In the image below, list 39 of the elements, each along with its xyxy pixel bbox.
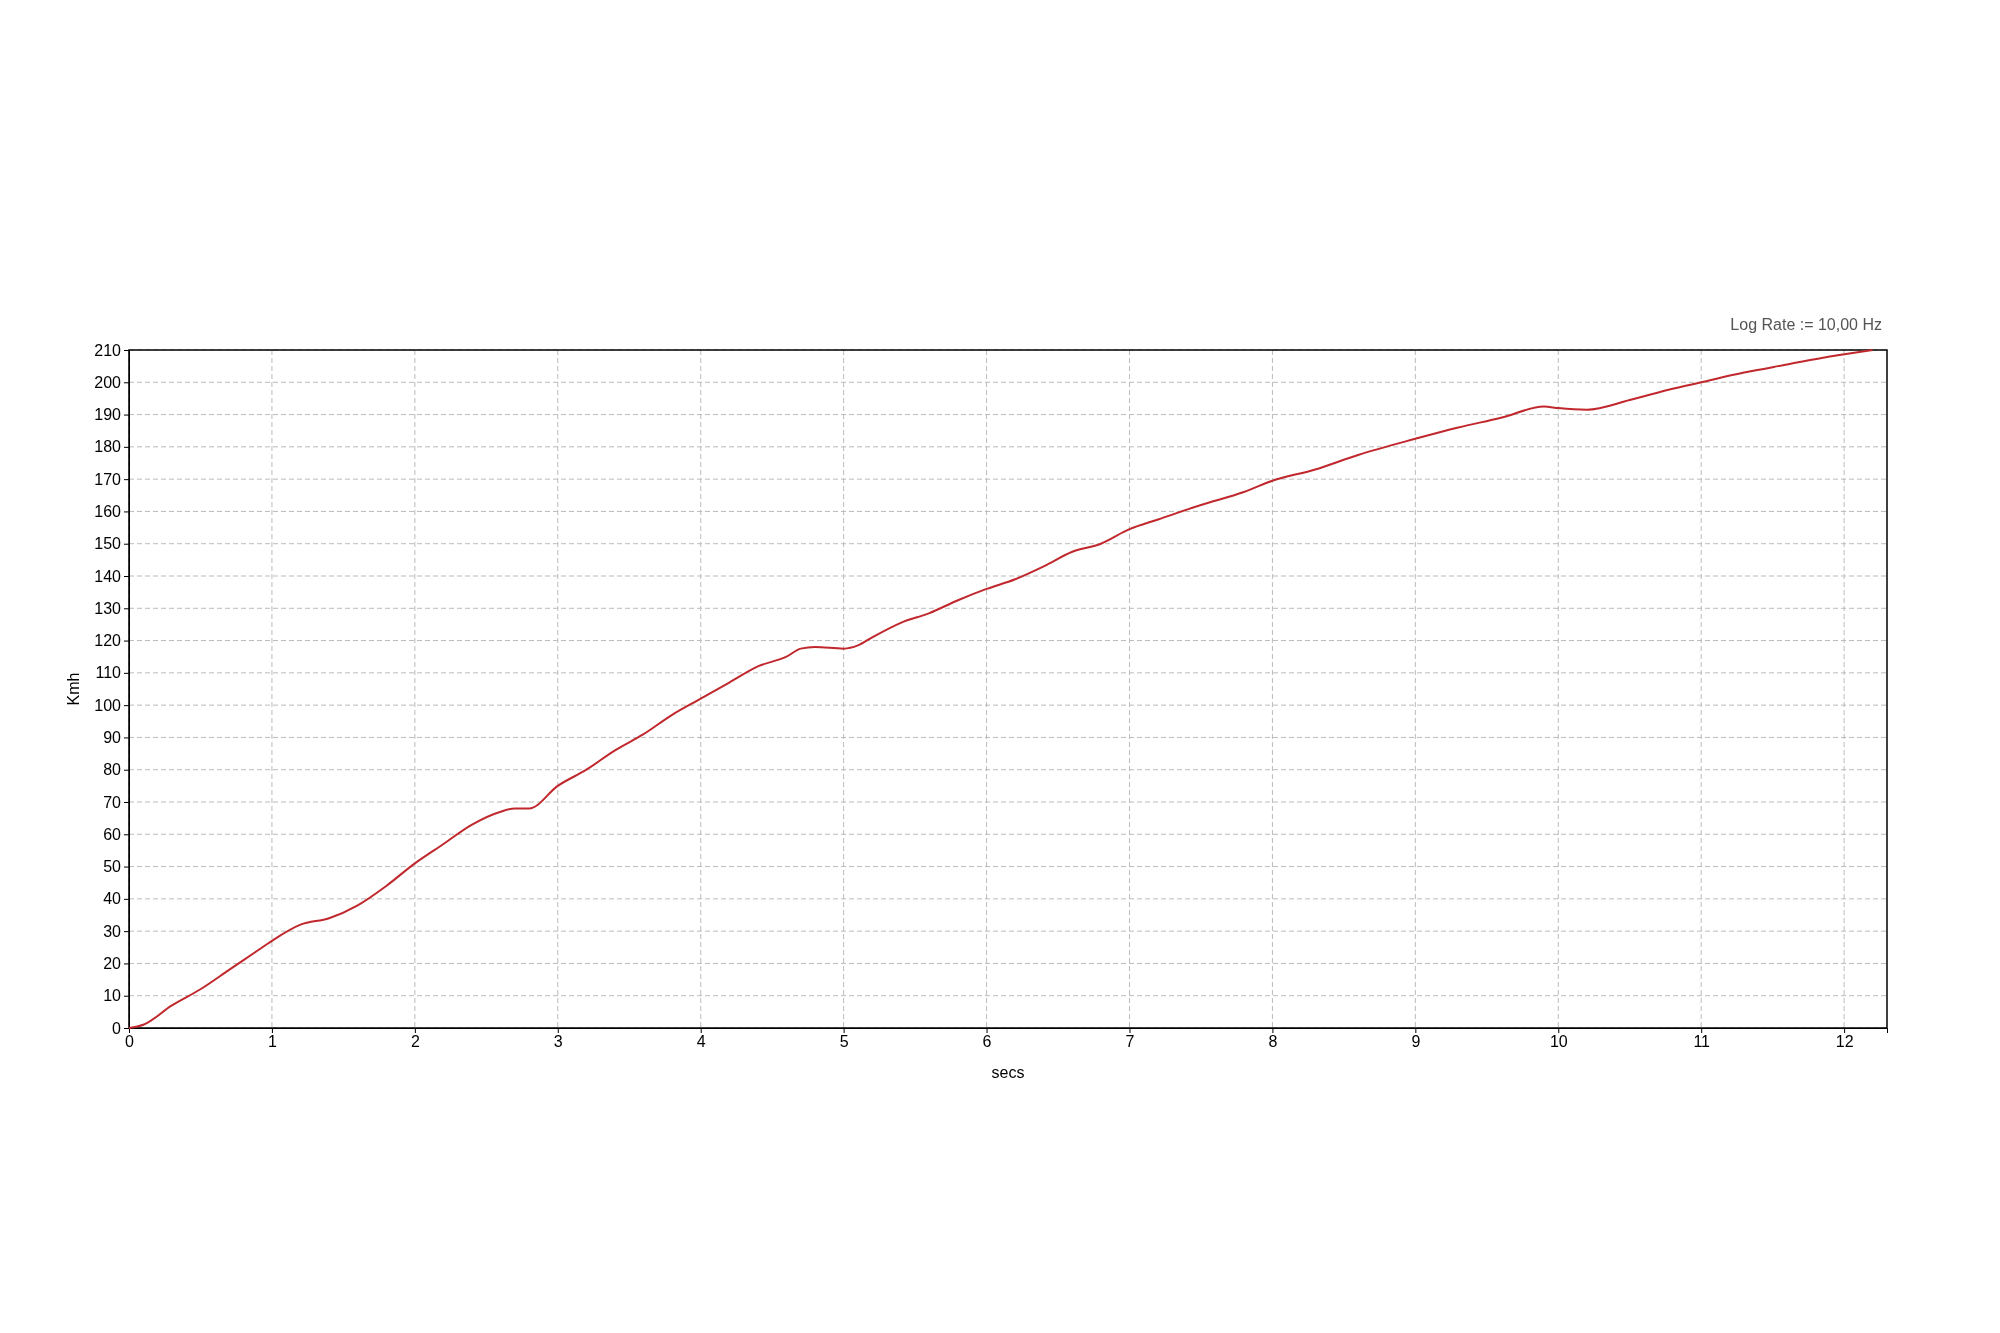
x-tick-label: 7 (1125, 1033, 1135, 1051)
y-tick-label: 210 (94, 341, 122, 359)
y-tick-label: 0 (112, 1019, 122, 1037)
x-tick-label: 0 (125, 1033, 135, 1051)
x-tick-label: 10 (1549, 1033, 1568, 1051)
y-tick-label: 130 (94, 599, 122, 617)
x-tick-label: 1 (267, 1033, 277, 1051)
y-tick-label: 140 (94, 567, 122, 585)
y-tick-label: 160 (94, 503, 122, 521)
x-tick-label: 8 (1268, 1033, 1278, 1051)
y-tick-label: 170 (94, 470, 122, 488)
x-tick-label: 2 (410, 1033, 420, 1051)
y-tick-label: 70 (103, 793, 122, 811)
y-tick-label: 100 (94, 696, 122, 714)
x-tick-label: 6 (982, 1033, 992, 1051)
y-tick-label: 190 (94, 406, 122, 424)
y-tick-label: 80 (103, 761, 122, 779)
x-tick-label: 11 (1693, 1033, 1711, 1051)
y-tick-label: 150 (94, 535, 122, 553)
y-tick-label: 180 (94, 438, 122, 456)
y-tick-label: 200 (94, 373, 122, 391)
x-tick-label: 12 (1835, 1033, 1854, 1051)
y-tick-label: 110 (95, 664, 122, 682)
x-tick-label: 5 (839, 1033, 849, 1051)
x-tick-label: 4 (696, 1033, 706, 1051)
y-tick-label: 50 (103, 858, 122, 876)
x-axis-title: secs (991, 1064, 1025, 1081)
y-tick-label: 20 (103, 955, 122, 973)
y-tick-label: 60 (103, 825, 122, 843)
y-tick-label: 90 (103, 729, 122, 747)
x-tick-label: 9 (1411, 1033, 1421, 1051)
y-tick-label: 30 (103, 922, 122, 940)
y-tick-label: 120 (94, 632, 122, 650)
text: Log Rate := 10,00 Hz (1730, 316, 1882, 333)
y-tick-label: 10 (103, 987, 122, 1005)
y-axis-title: Kmh (65, 672, 82, 706)
line-series (128, 349, 1874, 1029)
x-tick-label: 3 (553, 1033, 563, 1051)
y-tick-label: 40 (103, 890, 122, 908)
